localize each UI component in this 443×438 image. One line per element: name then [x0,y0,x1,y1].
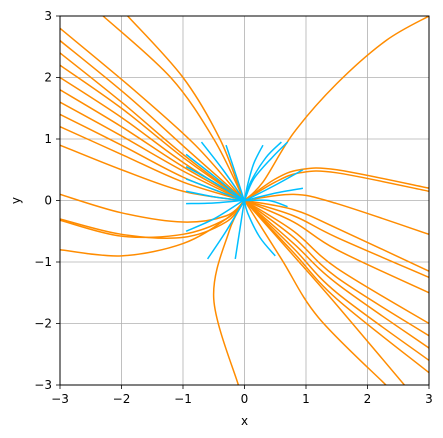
x-tick-label-5: 2 [364,392,372,406]
series-0-line-23 [244,199,429,294]
series-0-line-19 [244,170,429,202]
series-0-line-20 [244,193,429,236]
series-0-line-15 [60,199,246,257]
series-0-line-27 [243,199,429,362]
series-1-line-14 [243,144,264,201]
series-0-line-30 [243,200,387,385]
x-tick-label-3: 0 [241,392,249,406]
x-tick-label-1: −2 [113,392,131,406]
series-0-line-29 [243,200,405,385]
y-tick-label-3: 0 [44,194,52,208]
series-0-line-18 [244,167,429,202]
y-tick-label-6: 3 [44,9,52,23]
series-0-line-21 [244,199,429,272]
x-axis-label: x [241,414,248,428]
y-axis-label: y [9,197,23,204]
y-tick-label-4: 1 [44,132,52,146]
series-1-line-15 [243,200,276,257]
series-0-line-17 [243,16,429,202]
x-tick-label-2: −1 [174,392,192,406]
series-0-line-25 [244,199,429,337]
series-0-line-26 [244,199,429,349]
series-layer [60,16,429,385]
x-tick-label-0: −3 [51,392,69,406]
y-tick-label-1: −2 [34,317,52,331]
y-axis-ticks: −3 −2 −1 0 1 2 3 [34,9,60,392]
y-tick-label-2: −1 [34,255,52,269]
series-1-line-16 [243,141,289,201]
x-tick-label-4: 1 [302,392,310,406]
x-axis-ticks: −3 −2 −1 0 1 2 3 [51,385,433,406]
series-0-line-28 [243,199,429,374]
series-0-line-22 [244,199,429,279]
series-0-line-24 [244,199,429,325]
y-tick-label-5: 2 [44,71,52,85]
series-0-line-13 [60,200,246,239]
y-tick-label-0: −3 [34,378,52,392]
x-tick-label-6: 3 [425,392,433,406]
series-0-line-3 [60,40,248,203]
